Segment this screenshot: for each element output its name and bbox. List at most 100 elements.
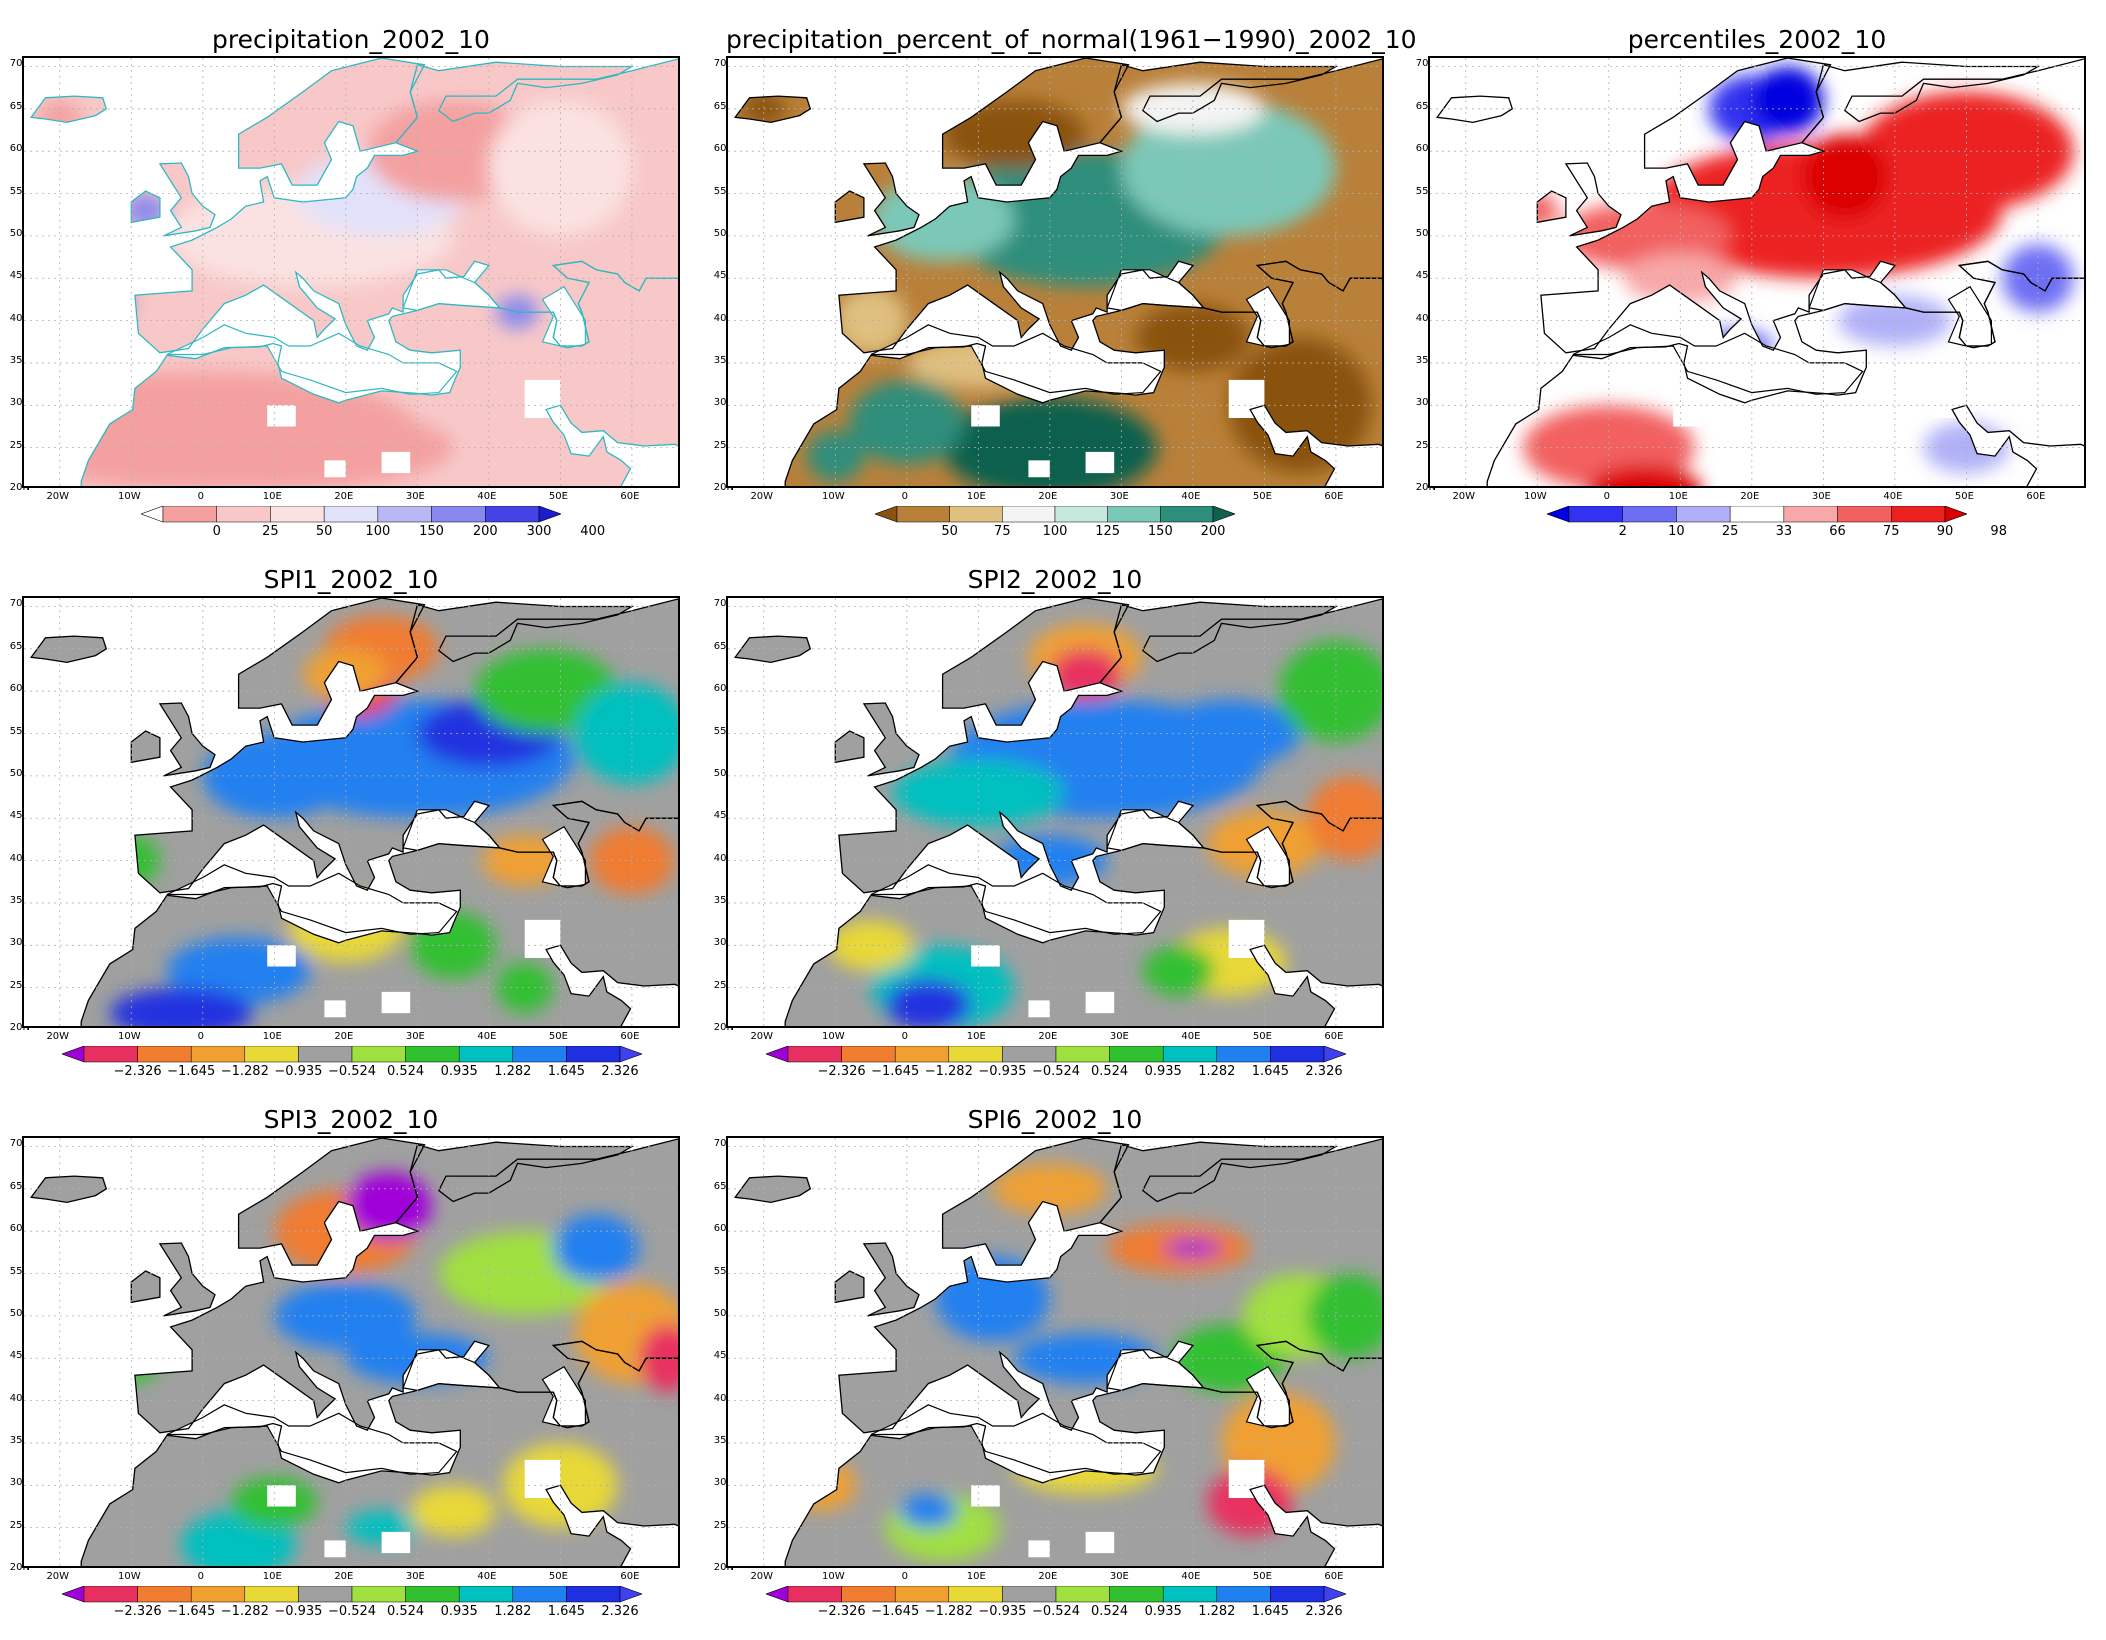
no-data-region [324,1000,346,1018]
coastline [941,1138,1130,1266]
longitude-label: 20E [1038,1571,1058,1582]
longitude-label: 20E [334,491,354,502]
longitude-label: 30E [405,1571,425,1582]
map-title: SPI1_2002_10 [263,565,439,594]
colorbar-low-arrow [140,505,164,523]
no-data-region [267,405,296,427]
colorbar-tick-label: 2.326 [601,1604,639,1619]
map-title: SPI3_2002_10 [263,1105,439,1134]
no-data-region [1787,451,1817,474]
latitude-label: 55N [1415,185,1436,197]
latitude-label: 65N [713,1180,734,1192]
colorbar-segment [1783,505,1838,523]
colorbar-segment [405,1045,460,1063]
longitude-label: 10W [821,491,845,502]
longitude-label: 10E [262,1571,282,1582]
field-region [202,733,346,819]
colorbar-low-arrow [765,1585,789,1603]
map-field [728,598,1382,1026]
latitude-label: 45N [1415,270,1436,282]
no-data-region [1228,379,1265,418]
field-region [871,176,1015,262]
coastline [862,702,920,777]
no-data-region [403,1349,500,1391]
colorbar-segment [787,1585,842,1603]
field-region [1558,202,1731,270]
longitude-label: 40E [1181,491,1201,502]
longitude-label: 10W [117,491,141,502]
latitude-label: 40N [9,852,30,864]
field-region [1307,1273,1382,1359]
no-data-region [1028,1540,1050,1558]
colorbar-tick-label: 0.935 [1144,1064,1182,1079]
colorbar-segment [894,1585,950,1603]
no-data-region [381,451,411,474]
longitude-label: 10E [966,1031,986,1042]
latitude-label: 45N [9,270,30,282]
longitude-label: 30E [1109,491,1129,502]
coastline [941,598,1130,726]
colorbar-segment [190,1585,246,1603]
longitude-label: 40E [1883,491,1903,502]
colorbar: −2.326 −1.645 −1.282 −0.935 −0.524 0.524 0.935… [765,1585,1347,1622]
latitude-label: 60N [1415,143,1436,155]
field-region [1164,1239,1222,1257]
colorbar-tick-label: 100 [365,524,391,539]
coastline [30,95,108,124]
coastline [862,162,920,237]
longitude-label: 30E [405,491,425,502]
no-data-region [971,1485,1000,1507]
field-region [849,379,965,465]
coastline [237,598,426,726]
latitude-label: 20N [9,1562,30,1573]
map-area [726,56,1384,488]
coastline [80,1340,678,1566]
no-data-region [871,864,1161,935]
no-data-region [1107,269,1204,311]
colorbar-tick-label: 2.326 [1305,1064,1343,1079]
coastline [130,730,161,764]
map-title: precipitation_percent_of_normal(1961−199… [726,25,1417,54]
latitude-label: 45N [713,1350,734,1362]
latitude-label: 20N [713,1022,734,1033]
colorbar-segment [1270,1585,1325,1603]
colorbar-segment [787,1045,842,1063]
no-data-region [381,991,411,1014]
field-region [899,1493,957,1528]
latitude-label: 25N [9,979,30,991]
map-title: precipitation_2002_10 [212,25,490,54]
colorbar-tick-label: 150 [419,524,444,539]
colorbar-tick-label: 2.326 [601,1064,639,1079]
latitude-label: 70N [1415,58,1436,70]
colorbar: 0 25 50 100 150 200 300 400 [140,505,605,542]
map-area [22,596,680,1028]
colorbar-segment [949,505,1003,523]
field-region [181,1510,296,1566]
colorbar-segment [1568,505,1623,523]
coastline [402,1349,501,1392]
field-region [1587,464,1702,486]
colorbar-segment [1055,1585,1110,1603]
colorbar-tick-label: 10 [1668,524,1685,539]
latitude-label: 25N [9,1519,30,1531]
longitude-label: 50E [548,1031,568,1042]
colorbar-tick-label: −1.282 [220,1604,269,1619]
coastline [1106,269,1205,312]
no-data-region [1573,324,1863,395]
colorbar-segment [1109,1585,1164,1603]
colorbar-segment [244,1585,299,1603]
latitude-label: 60N [713,683,734,695]
no-data-region [324,1540,346,1558]
longitude-label: 20W [750,491,774,502]
latitude-label: 40N [713,1392,734,1404]
colorbar-tick-label: 1.645 [1251,1064,1289,1079]
coastline [237,1138,426,1266]
colorbar-tick-label: −0.935 [978,1064,1027,1079]
field-region [38,100,82,135]
latitude-label: 55N [9,1265,30,1277]
map-area [22,56,680,488]
longitude-label: 10W [117,1031,141,1042]
no-data-region [1246,826,1290,888]
colorbar-tick-label: −2.326 [113,1064,162,1079]
no-data-region [1107,809,1204,851]
